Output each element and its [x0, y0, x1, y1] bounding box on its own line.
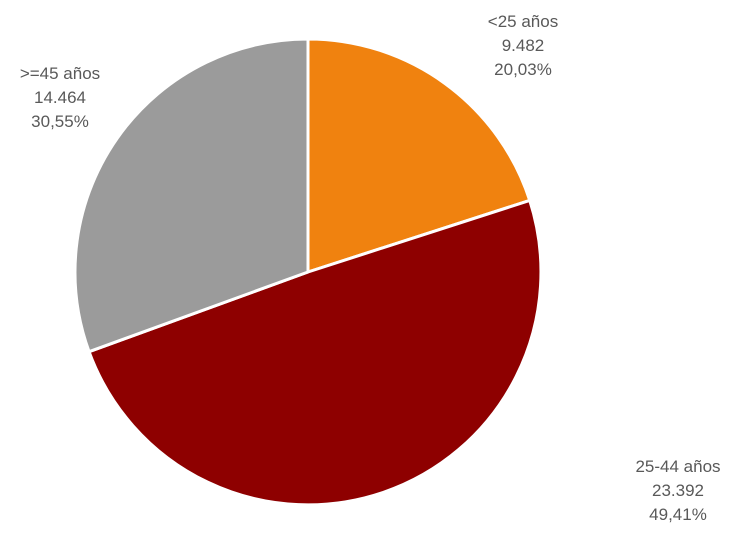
pie-slice-gte-45-anos	[73, 37, 310, 354]
label-value: 23.392	[652, 481, 704, 500]
data-label-25-44-anos: 25-44 años 23.392 49,41%	[635, 457, 720, 524]
label-value: 14.464	[34, 88, 86, 107]
data-label-gte-45-anos: >=45 años 14.464 30,55%	[20, 64, 100, 131]
data-label-lt-25-anos: <25 años 9.482 20,03%	[488, 12, 558, 79]
label-percent: 30,55%	[31, 112, 89, 131]
label-percent: 49,41%	[649, 505, 707, 524]
label-value: 9.482	[502, 36, 545, 55]
label-percent: 20,03%	[494, 60, 552, 79]
pie-slice-25-44-anos	[87, 198, 543, 507]
label-category: 25-44 años	[635, 457, 720, 476]
label-category: <25 años	[488, 12, 558, 31]
label-category: >=45 años	[20, 64, 100, 83]
pie-slice-lt-25-anos	[306, 37, 532, 274]
pie-slices	[73, 37, 543, 507]
data-labels: <25 años 9.482 20,03% 25-44 años 23.392 49,41…	[20, 12, 721, 524]
